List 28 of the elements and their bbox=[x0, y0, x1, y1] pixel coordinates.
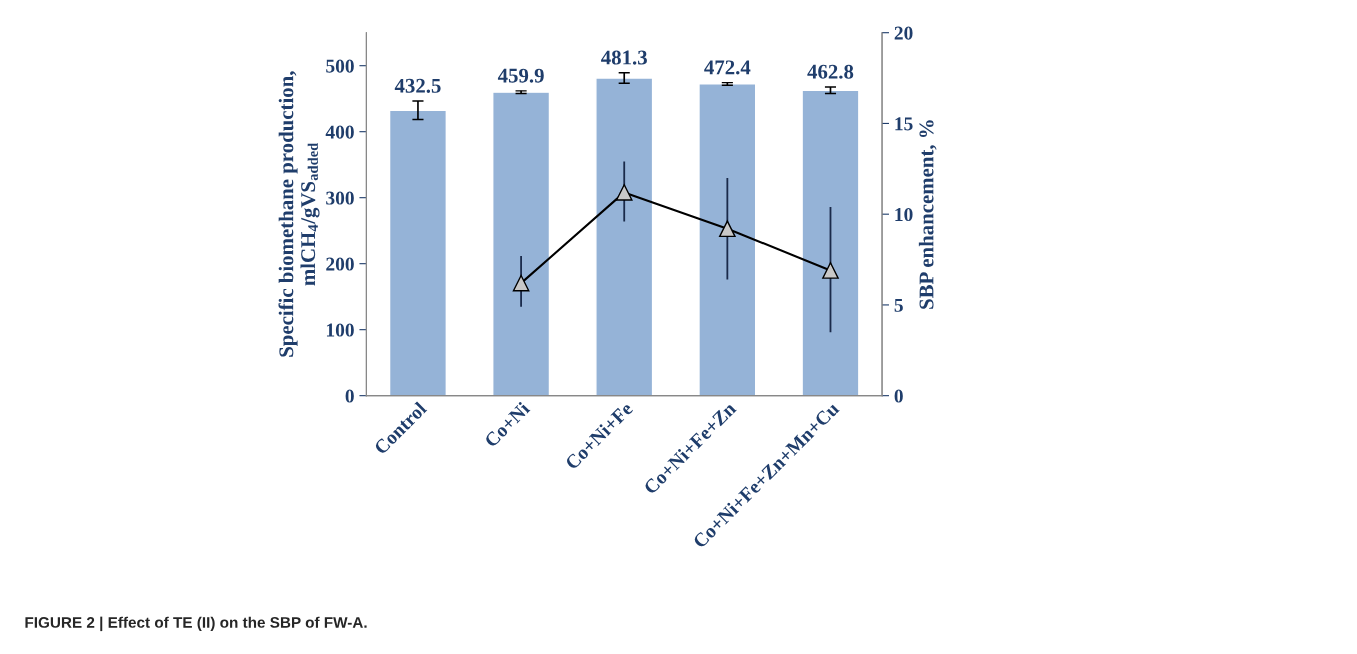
data-label: 481.3 bbox=[601, 50, 647, 65]
y2-tick-label: 10 bbox=[895, 208, 913, 222]
point bbox=[822, 262, 839, 279]
bar bbox=[595, 77, 654, 396]
point bbox=[615, 184, 633, 201]
y2-axis-title: SBP enhancement, % bbox=[918, 120, 937, 309]
y2-tick-label: 5 bbox=[894, 298, 903, 312]
y2-tick-label: 0 bbox=[894, 389, 903, 403]
y-tick-label: 100 bbox=[326, 323, 354, 337]
y-axis-title: Specific biomethane production, mlCH$_{4}$/gVS$_{added}$ bbox=[278, 71, 320, 357]
point bbox=[512, 274, 530, 292]
y2-tick-label: 20 bbox=[894, 26, 913, 40]
data-label: 432.5 bbox=[394, 78, 441, 93]
data-label: 459.9 bbox=[497, 68, 544, 83]
bar bbox=[801, 89, 860, 396]
point bbox=[719, 220, 736, 238]
bar bbox=[492, 91, 551, 396]
data-label: 472.4 bbox=[704, 60, 751, 75]
data-label: 462.8 bbox=[807, 64, 854, 79]
y2-tick-label: 15 bbox=[895, 117, 913, 131]
caption: FIGURE 2 | Effect of TE (II) on the SBP of FW-A. bbox=[25, 616, 367, 632]
bar bbox=[698, 83, 757, 396]
y-tick-label: 300 bbox=[326, 191, 354, 205]
y-tick-label: 0 bbox=[345, 389, 354, 403]
y-tick-label: 500 bbox=[326, 59, 354, 73]
bar bbox=[388, 109, 448, 396]
y-tick-label: 200 bbox=[326, 257, 354, 271]
y-tick-label: 400 bbox=[325, 125, 354, 139]
